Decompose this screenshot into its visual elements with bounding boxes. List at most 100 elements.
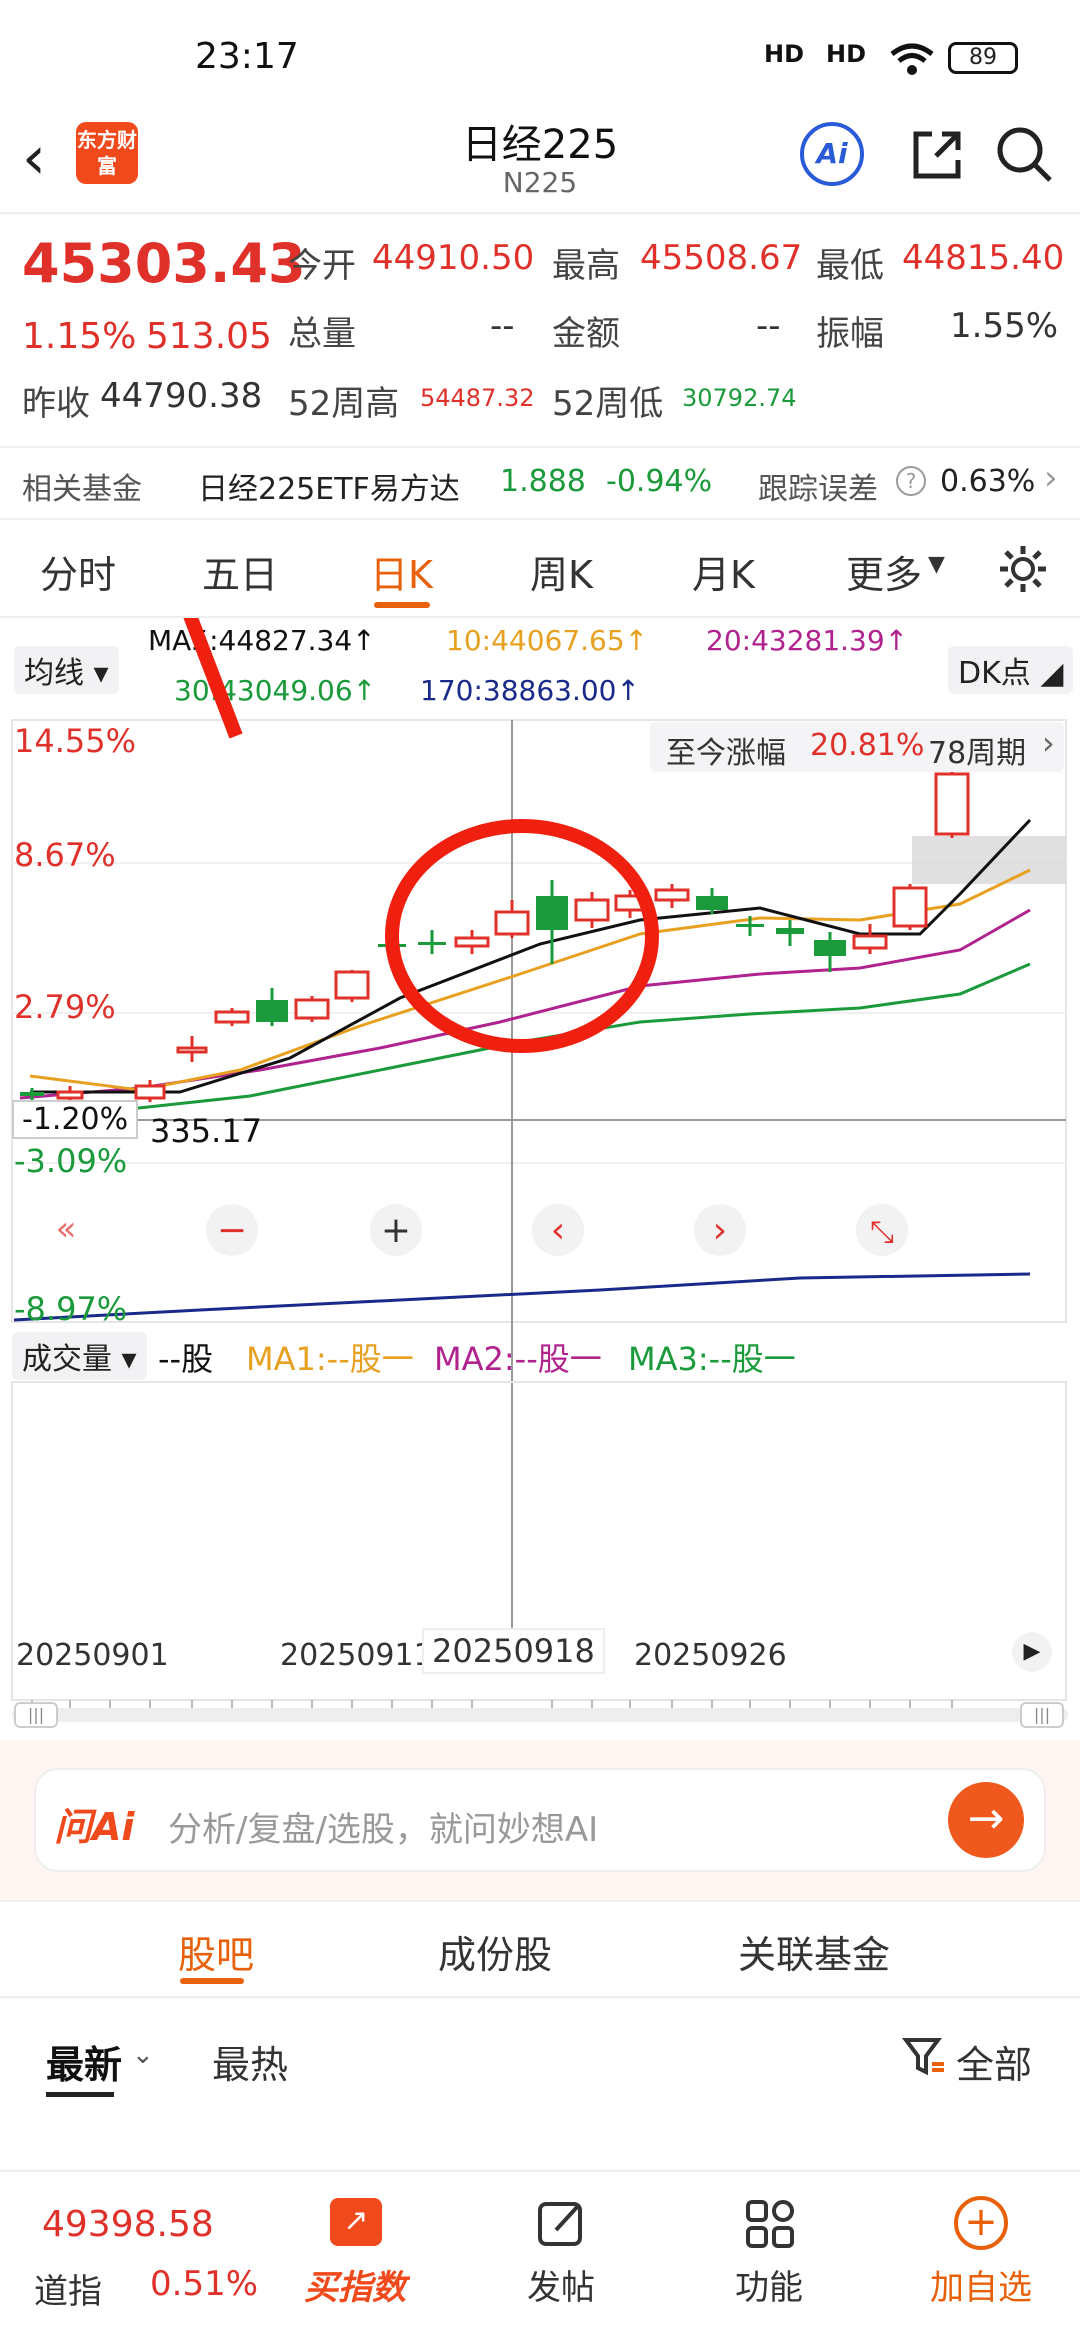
filter-all[interactable]: 全部 — [956, 2043, 1033, 2087]
volume-selector[interactable]: 成交量 ▾ — [12, 1332, 147, 1380]
divider — [0, 1900, 1080, 1902]
battery-icon: 89 — [948, 42, 1018, 74]
since-badge[interactable]: 至今涨幅 20.81% 78周期 › — [650, 722, 1064, 772]
buy-index-label: 买指数 — [304, 2268, 406, 2308]
ma10-line — [29, 868, 1031, 1092]
share-icon[interactable] — [902, 120, 972, 190]
sort-latest[interactable]: 最新 — [46, 2043, 123, 2087]
crosshair-price: 335.17 — [150, 1112, 262, 1150]
candle-down — [20, 1092, 44, 1096]
header: ‹ 东方财富 日经225 N225 Ai — [0, 110, 1080, 214]
candle-up — [494, 910, 530, 936]
dow-value[interactable]: 49398.58 — [42, 2204, 214, 2245]
buy-index-button[interactable]: ↗ 买指数 — [300, 2188, 410, 2328]
tab-components[interactable]: 成份股 — [438, 1933, 553, 1977]
functions-label: 功能 — [735, 2268, 803, 2308]
volume-selector-label: 成交量 — [22, 1342, 112, 1377]
dk-button-label: DK点 — [958, 656, 1031, 691]
tab-fenshi[interactable]: 分时 — [40, 553, 117, 597]
settings-gear-icon[interactable] — [996, 542, 1050, 596]
chart-frame — [11, 719, 1067, 1323]
candle-down — [696, 896, 728, 910]
open-label: 今开 — [288, 246, 356, 286]
edit-icon — [538, 2202, 582, 2246]
tab-day-k[interactable]: 日K — [370, 553, 433, 597]
ask-ai-input[interactable]: 问Ai 分析/复盘/选股，就问妙想AI — [34, 1768, 1046, 1872]
vol-ma2-legend: MA2:--股一 — [434, 1340, 602, 1378]
app-logo: 东方财富 — [76, 122, 138, 184]
trend-chart-icon: ↗ — [330, 2198, 382, 2246]
tab-week-k[interactable]: 周K — [530, 553, 593, 597]
y-label: 2.79% — [14, 988, 116, 1026]
tracking-value: 0.63% — [940, 464, 1036, 499]
scroll-left-fast-icon: « — [56, 1209, 77, 1249]
since-label: 至今涨幅 — [666, 736, 786, 771]
functions-button[interactable]: 功能 — [714, 2188, 824, 2328]
tracking-label: 跟踪误差 — [758, 472, 878, 507]
signal-icon-2: HD — [826, 40, 867, 68]
play-icon[interactable]: ▶ — [1012, 1632, 1052, 1672]
grid-icon — [746, 2200, 794, 2248]
since-value: 20.81% — [810, 728, 925, 763]
amplitude-label: 振幅 — [816, 314, 884, 354]
wifi-icon — [890, 43, 934, 75]
volume-main-legend: --股 — [158, 1340, 214, 1378]
volume-label: 总量 — [288, 314, 356, 354]
filter-icon[interactable] — [902, 2034, 946, 2078]
tab-five-day[interactable]: 五日 — [202, 553, 279, 597]
y-label: -8.97% — [14, 1290, 128, 1328]
divider — [0, 1996, 1080, 1998]
high52-value: 54487.32 — [420, 384, 535, 412]
related-fund-label: 相关基金 — [22, 472, 142, 507]
tab-month-k[interactable]: 月K — [692, 553, 755, 597]
chart-tabs: 分时 五日 日K 周K 月K 更多 ▼ — [0, 520, 1080, 618]
scroll-handle-right[interactable]: ||| — [1020, 1702, 1064, 1728]
candle-up — [294, 998, 330, 1020]
fullscreen-icon: ⤡ — [870, 1215, 894, 1250]
sort-hot[interactable]: 最热 — [212, 2043, 289, 2087]
y-label: 14.55% — [14, 722, 137, 760]
status-bar: 23:17 HD HD 89 — [0, 0, 1080, 110]
price-band — [912, 836, 1066, 884]
high52-label: 52周高 — [288, 384, 400, 424]
chart-scrollbar[interactable] — [12, 1708, 1068, 1722]
tab-related-funds[interactable]: 关联基金 — [738, 1933, 891, 1977]
back-button[interactable]: ‹ — [22, 123, 46, 193]
active-tab-indicator — [374, 602, 430, 608]
dow-name[interactable]: 道指 — [34, 2272, 102, 2312]
y-label: 8.67% — [14, 836, 116, 874]
post-button[interactable]: 发帖 — [506, 2188, 616, 2328]
ask-ai-submit-arrow-icon[interactable]: → — [948, 1782, 1024, 1858]
candle-up — [574, 898, 610, 922]
tab-guba[interactable]: 股吧 — [178, 1933, 255, 1977]
ai-button[interactable]: Ai — [800, 122, 864, 186]
candle-up — [334, 970, 370, 1000]
scroll-right-button — [694, 1204, 746, 1256]
x-label: 20250911 — [280, 1638, 433, 1673]
high-label: 最高 — [552, 246, 620, 286]
x-label: 20250901 — [16, 1638, 169, 1673]
scroll-handle-left[interactable]: ||| — [14, 1702, 58, 1728]
dow-percent[interactable]: 0.51% — [150, 2264, 259, 2304]
x-label-current: 20250918 — [422, 1628, 605, 1674]
kline-chart[interactable]: « − + ‹ › ⤡ — [0, 618, 1080, 1738]
add-watchlist-button[interactable]: + 加自选 — [916, 2188, 1046, 2328]
candle-up — [176, 1046, 208, 1054]
ma-selector[interactable]: 均线 ▾ — [14, 646, 119, 694]
related-fund-row[interactable]: 相关基金 日经225ETF易方达 1.888 -0.94% 跟踪误差 ? 0.6… — [0, 446, 1080, 520]
candle-down — [776, 928, 804, 934]
candle-down — [736, 924, 764, 927]
tab-more[interactable]: 更多 — [846, 553, 923, 597]
ask-ai-brand: 问Ai — [54, 1805, 135, 1849]
candle-up — [56, 1090, 84, 1100]
candles — [20, 768, 970, 1102]
amount-label: 金额 — [552, 314, 620, 354]
vol-ma1-legend: MA1:--股一 — [246, 1340, 414, 1378]
candle-up — [892, 886, 928, 928]
dk-button[interactable]: DK点 ◢ — [948, 646, 1074, 694]
search-icon[interactable] — [990, 120, 1060, 190]
ma5-line — [30, 818, 1032, 1094]
help-icon[interactable]: ? — [896, 466, 926, 496]
price-change: 513.05 — [146, 316, 272, 357]
annotation-arrow-shaft — [183, 618, 243, 739]
